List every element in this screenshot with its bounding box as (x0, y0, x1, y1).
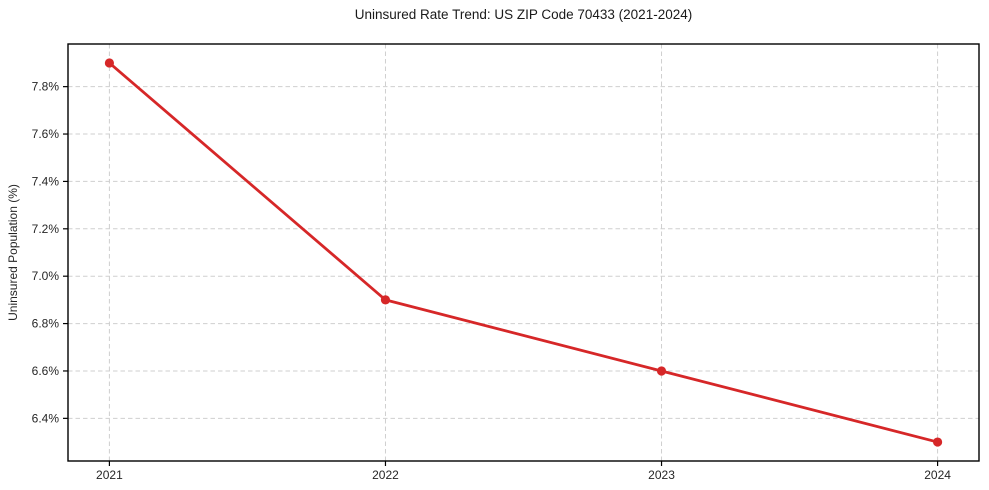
plot-border (67, 43, 980, 462)
y-tick-label: 7.0% (32, 269, 60, 283)
chart-title: Uninsured Rate Trend: US ZIP Code 70433 … (354, 7, 693, 22)
y-tick-label: 7.4% (32, 174, 60, 188)
x-tick-label: 2024 (924, 468, 951, 482)
y-tick-label: 6.6% (32, 364, 60, 378)
data-point-marker (104, 58, 115, 68)
y-tick-label: 7.2% (32, 222, 60, 236)
y-tick-label: 7.8% (32, 80, 60, 94)
x-tick-label: 2023 (648, 468, 675, 482)
data-point-marker (380, 295, 391, 305)
y-tick-label: 6.4% (32, 411, 60, 425)
data-point-marker (656, 366, 667, 376)
trend-line (108, 61, 939, 444)
y-tick-label: 6.8% (32, 317, 60, 331)
x-tick-label: 2021 (96, 468, 123, 482)
data-point-marker (932, 437, 943, 447)
y-tick-label: 7.6% (32, 127, 60, 141)
y-axis-label: Uninsured Population (%) (6, 184, 20, 321)
x-tick-label: 2022 (372, 468, 399, 482)
